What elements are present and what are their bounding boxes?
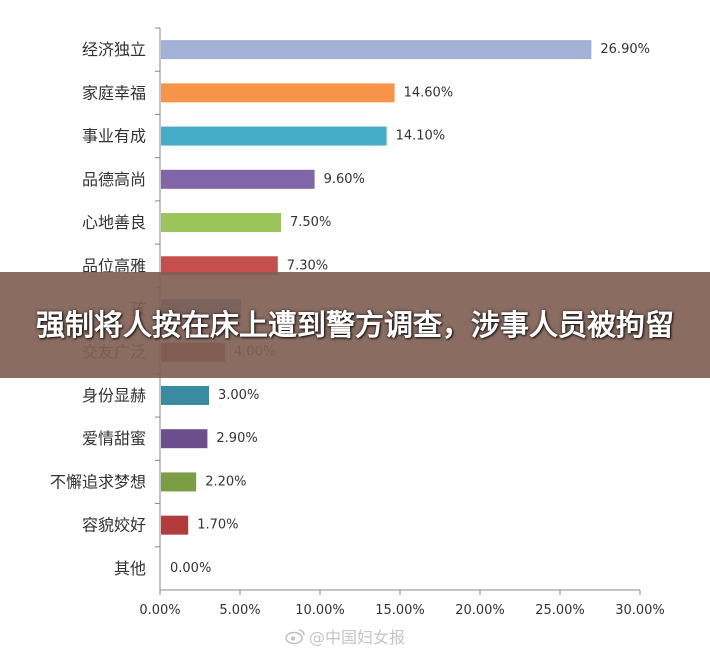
headline-banner: 强制将人按在床上遭到警方调查，涉事人员被拘留 bbox=[0, 272, 710, 378]
bar bbox=[161, 429, 208, 449]
category-label: 经济独立 bbox=[82, 40, 146, 59]
watermark: @中国妇女报 bbox=[285, 624, 405, 648]
x-tick-label: 20.00% bbox=[455, 603, 505, 618]
bar bbox=[161, 256, 278, 276]
category-label: 不懈追求梦想 bbox=[50, 472, 146, 491]
category-label: 心地善良 bbox=[82, 213, 146, 232]
data-label: 26.90% bbox=[600, 42, 650, 57]
data-label: 1.70% bbox=[197, 518, 238, 533]
bar bbox=[161, 169, 315, 189]
bar bbox=[161, 385, 209, 405]
bar bbox=[161, 515, 189, 535]
x-tick-label: 10.00% bbox=[295, 603, 345, 618]
x-tick-label: 5.00% bbox=[219, 603, 260, 618]
x-tick-label: 15.00% bbox=[375, 603, 425, 618]
x-tick-label: 30.00% bbox=[615, 603, 665, 618]
data-label: 14.60% bbox=[404, 85, 454, 100]
category-label: 容貌姣好 bbox=[82, 516, 146, 535]
category-label: 品位高雅 bbox=[82, 256, 146, 275]
bar bbox=[161, 126, 387, 146]
bar bbox=[161, 472, 197, 492]
headline-text: 强制将人按在床上遭到警方调查，涉事人员被拘留 bbox=[35, 308, 674, 342]
bar bbox=[161, 213, 281, 233]
data-label: 14.10% bbox=[396, 129, 446, 144]
category-label: 品德高尚 bbox=[82, 170, 146, 189]
x-tick-label: 0.00% bbox=[139, 603, 180, 618]
data-label: 2.20% bbox=[205, 474, 246, 489]
category-label: 事业有成 bbox=[82, 127, 146, 146]
weibo-icon bbox=[285, 629, 305, 644]
data-label: 7.30% bbox=[287, 258, 328, 273]
bar bbox=[161, 83, 395, 103]
data-label: 7.50% bbox=[290, 215, 331, 230]
category-label: 其他 bbox=[114, 559, 146, 578]
data-label: 0.00% bbox=[170, 561, 211, 576]
category-label: 爱情甜蜜 bbox=[82, 429, 146, 448]
category-label: 身份显赫 bbox=[82, 386, 146, 405]
data-label: 9.60% bbox=[324, 172, 365, 187]
x-tick-label: 25.00% bbox=[535, 603, 585, 618]
watermark-text: @中国妇女报 bbox=[309, 628, 406, 647]
bar bbox=[161, 40, 592, 60]
category-label: 家庭幸福 bbox=[82, 83, 146, 102]
data-label: 2.90% bbox=[216, 431, 257, 446]
data-label: 3.00% bbox=[218, 388, 259, 403]
